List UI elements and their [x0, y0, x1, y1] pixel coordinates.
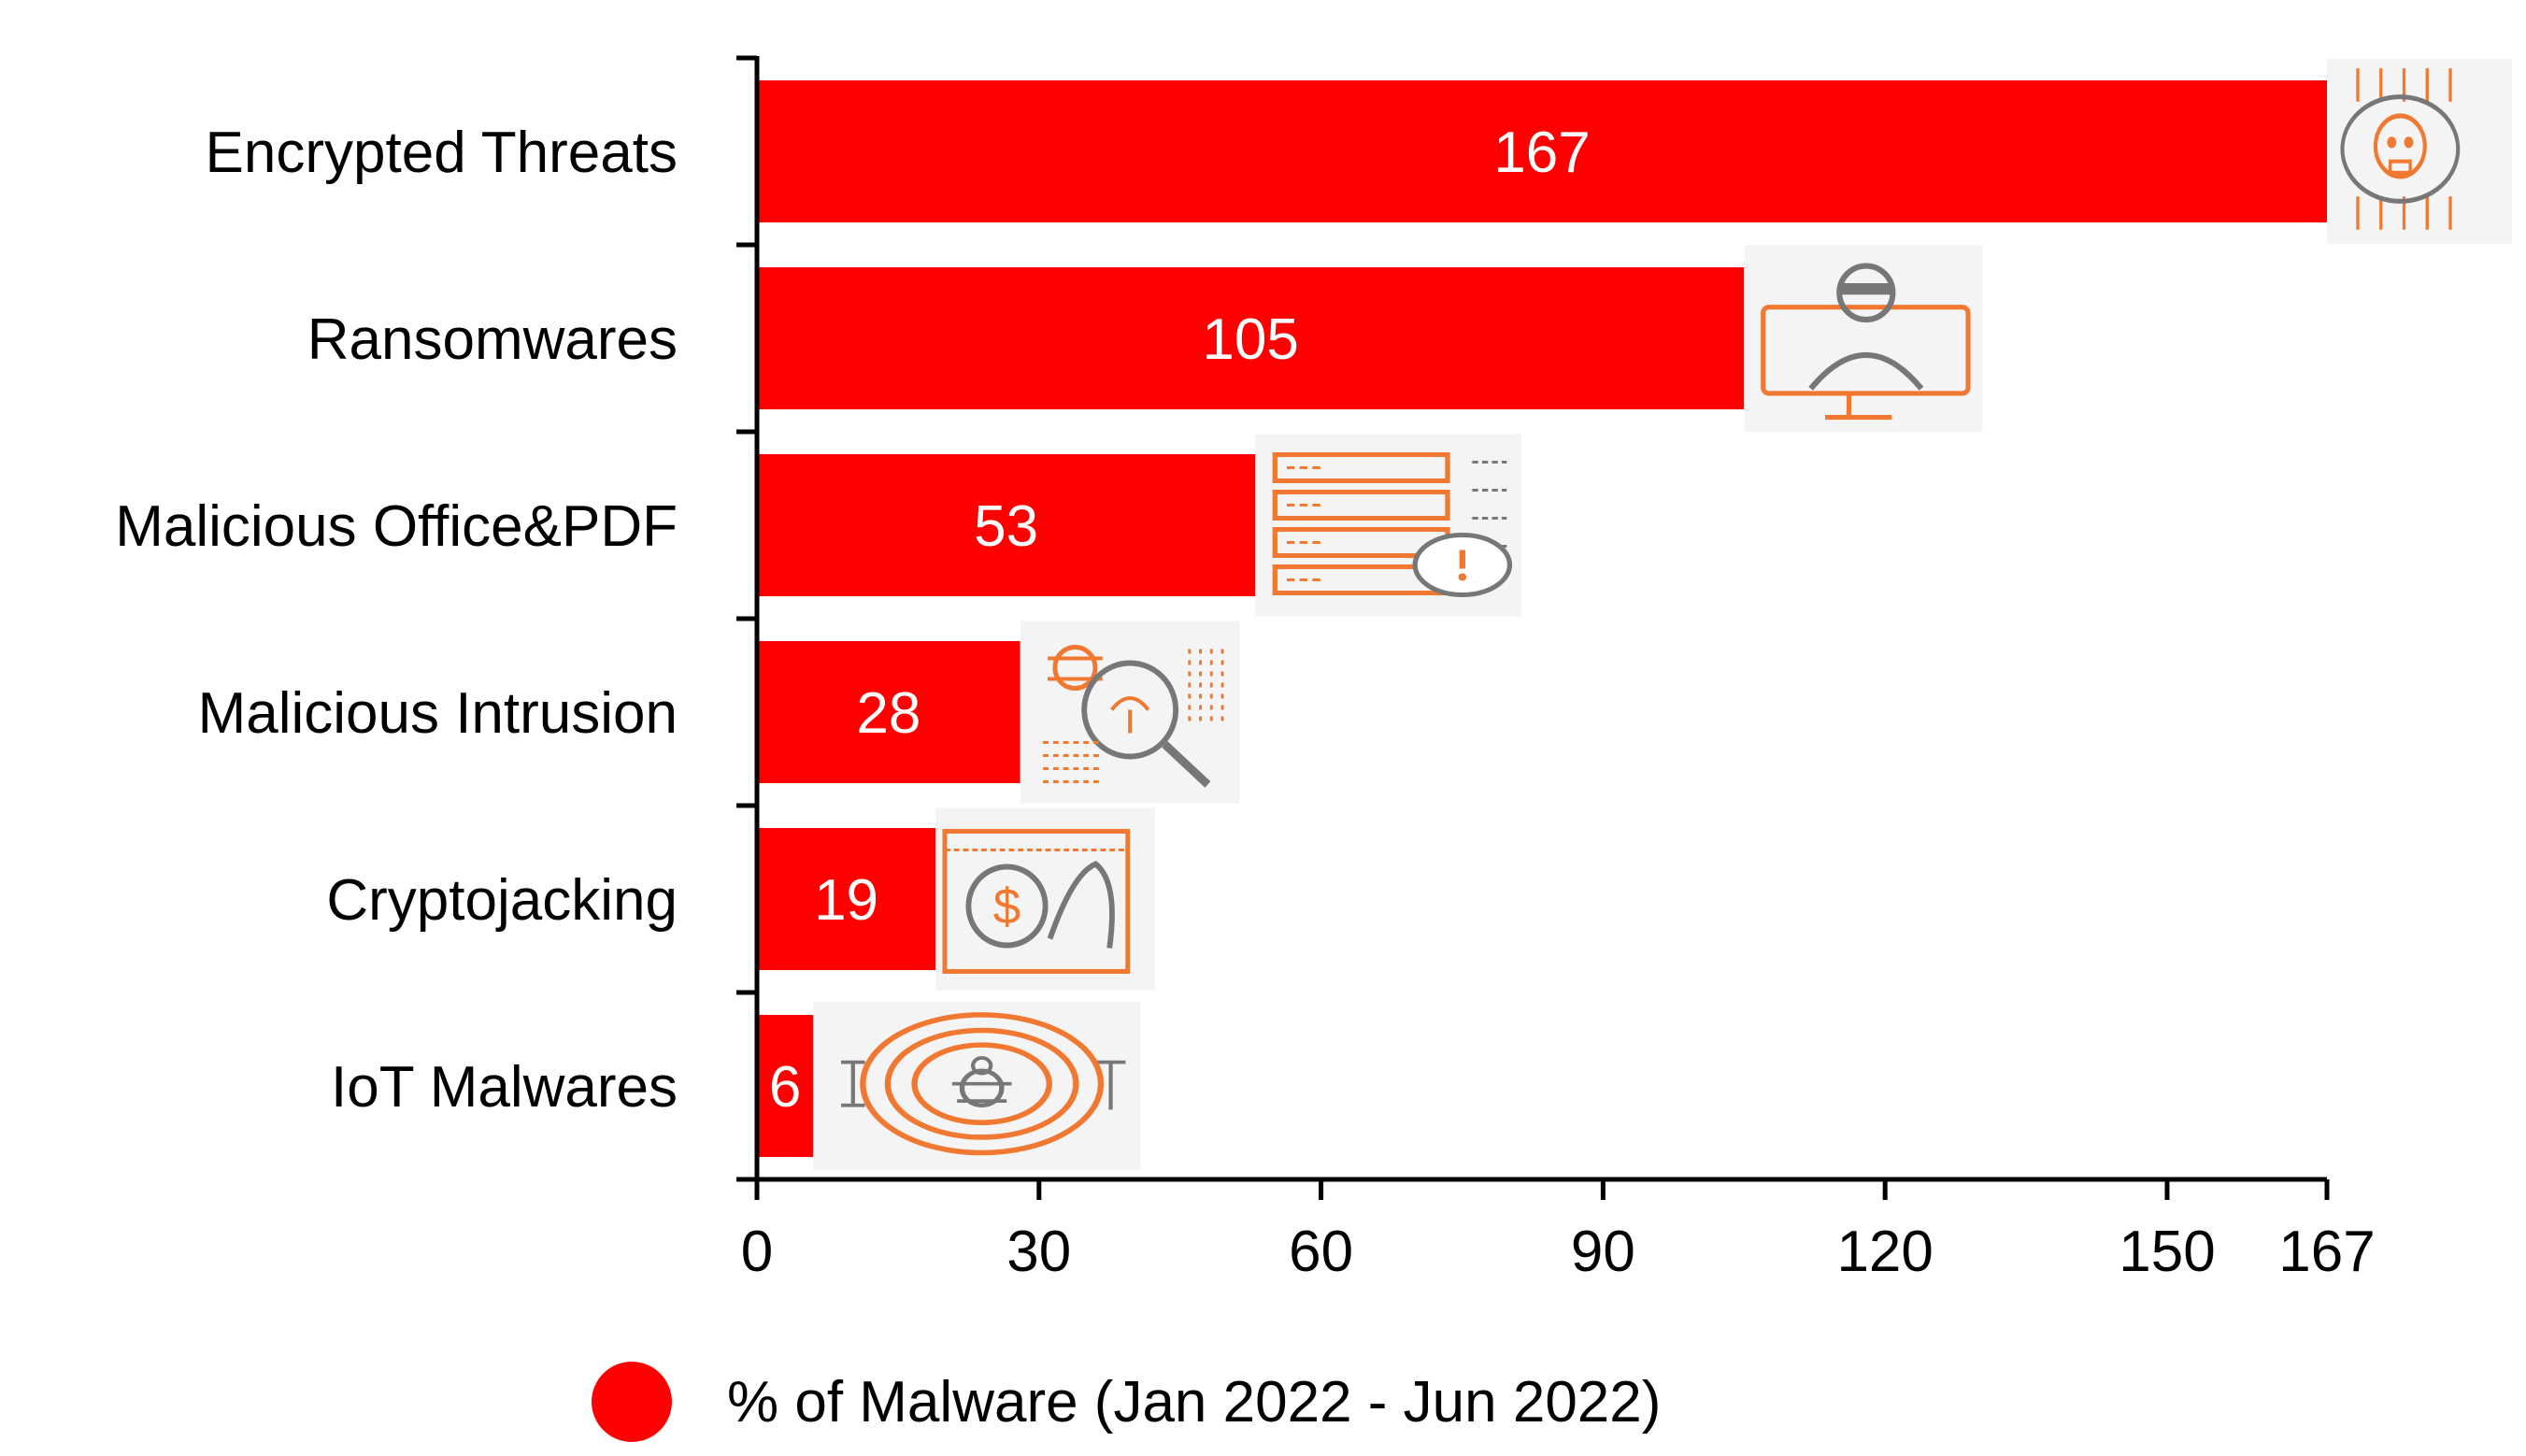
- legend: % of Malware (Jan 2022 - Jun 2022): [592, 1362, 1661, 1442]
- category-label: IoT Malwares: [331, 1055, 678, 1120]
- svg-text:$: $: [993, 879, 1020, 935]
- x-tick-label: 60: [1289, 1220, 1353, 1284]
- server-warning-icon: [1255, 434, 1522, 617]
- category-label: Malicious Intrusion: [198, 681, 678, 746]
- encrypted-skull-circuit-icon: [2327, 59, 2512, 244]
- hacker-monitor-icon: [1744, 245, 1983, 432]
- x-tick-label: 0: [741, 1220, 773, 1284]
- x-tick-label: 90: [1571, 1220, 1635, 1284]
- data-label: 19: [814, 868, 878, 933]
- category-label: Encrypted Threats: [206, 121, 678, 185]
- bars-layer: 167 105 53 28 19 6: [757, 80, 2327, 1157]
- data-label: 105: [1202, 307, 1298, 372]
- data-label: 28: [856, 681, 920, 746]
- bar: [757, 641, 1020, 783]
- bar: [757, 267, 1745, 409]
- legend-label: % of Malware (Jan 2022 - Jun 2022): [727, 1370, 1661, 1435]
- bar: [757, 80, 2327, 222]
- x-tick-label: 120: [1836, 1220, 1933, 1284]
- bar: [757, 1015, 814, 1157]
- axes-layer: Encrypted Threats Ransomwares Malicious Of…: [115, 55, 2376, 1284]
- icon-background: [2327, 59, 2512, 244]
- data-label: 6: [769, 1055, 801, 1120]
- icon-background: [1744, 245, 1983, 432]
- x-tick-label: 167: [2278, 1220, 2375, 1284]
- iot-bug-signal-icon: [813, 1002, 1141, 1170]
- bug-magnifier-icon: [1020, 621, 1240, 804]
- dollar-coin-hand-icon: $: [935, 807, 1156, 991]
- data-label: 167: [1493, 121, 1590, 185]
- category-label: Malicious Office&PDF: [115, 494, 678, 559]
- bar: [757, 454, 1256, 596]
- x-tick-label: 150: [2119, 1220, 2215, 1284]
- bar: [757, 828, 936, 970]
- data-label: 53: [974, 494, 1038, 559]
- legend-marker: [592, 1362, 672, 1442]
- x-tick-label: 30: [1006, 1220, 1071, 1284]
- icons-layer: $: [813, 59, 2512, 1170]
- category-label: Ransomwares: [307, 307, 678, 372]
- category-label: Cryptojacking: [326, 868, 678, 933]
